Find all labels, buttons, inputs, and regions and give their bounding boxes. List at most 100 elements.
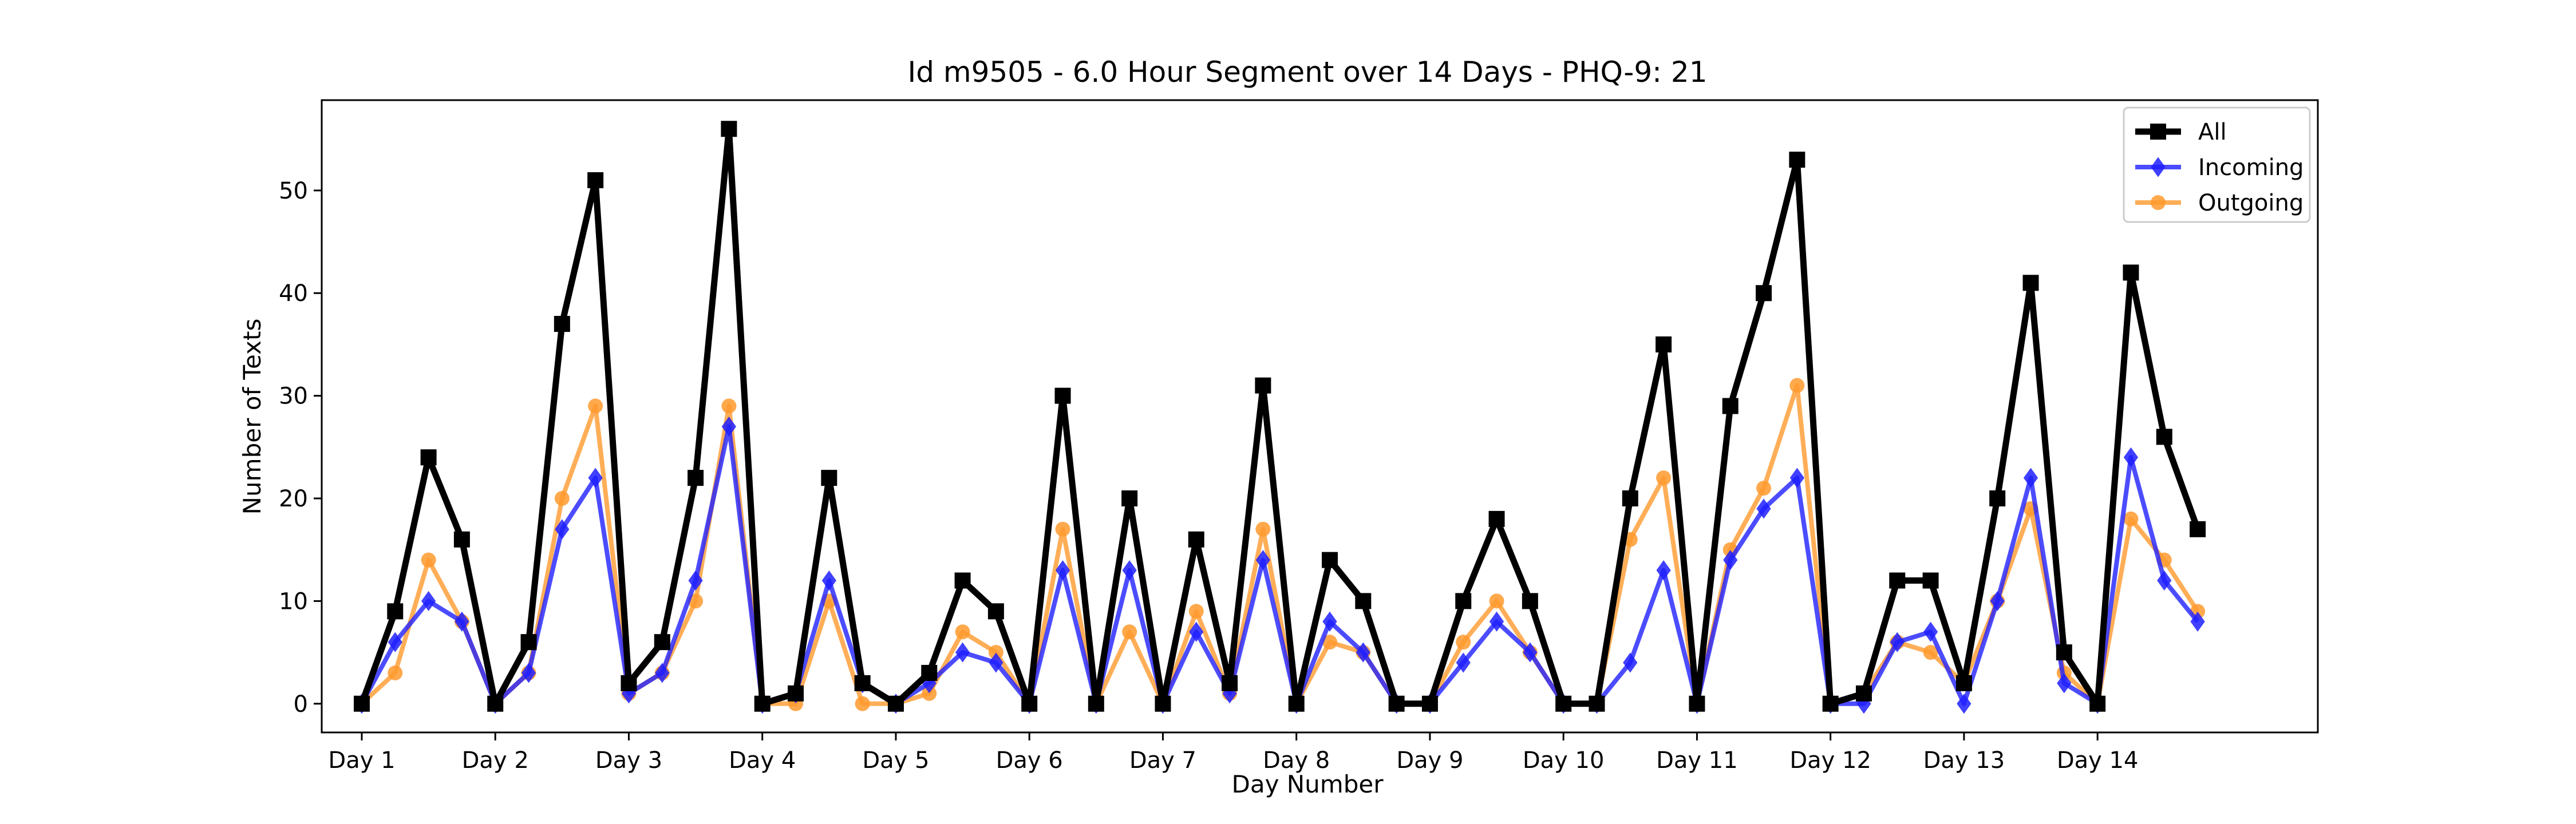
data-point-all xyxy=(2089,695,2106,712)
data-point-all xyxy=(788,685,804,702)
data-point-outgoing xyxy=(1322,635,1337,650)
data-point-incoming xyxy=(1122,560,1137,581)
data-point-incoming xyxy=(1623,652,1638,673)
data-point-all xyxy=(1355,593,1372,609)
x-axis-label: Day Number xyxy=(1231,770,1384,798)
data-point-all xyxy=(1288,695,1305,712)
data-point-outgoing xyxy=(1055,521,1070,537)
series-line-all xyxy=(358,125,2201,707)
data-point-incoming xyxy=(688,570,703,591)
legend-label: All xyxy=(2198,119,2227,145)
legend: All Incoming Outgoing xyxy=(2123,106,2311,223)
data-point-all xyxy=(2190,521,2206,537)
data-point-all xyxy=(1255,377,1271,394)
data-point-all xyxy=(921,664,938,681)
data-point-outgoing xyxy=(955,624,970,640)
data-point-incoming xyxy=(1523,642,1538,663)
data-point-incoming xyxy=(1957,694,1971,714)
data-point-outgoing xyxy=(1656,470,1672,486)
data-point-all xyxy=(1188,531,1204,548)
data-point-all xyxy=(1622,490,1638,507)
data-point-all xyxy=(688,470,704,486)
data-point-incoming xyxy=(1189,621,1204,642)
data-point-incoming xyxy=(388,632,402,652)
data-point-outgoing xyxy=(1122,624,1137,640)
data-point-outgoing xyxy=(1789,378,1805,393)
series-layer xyxy=(353,121,2206,714)
data-point-all xyxy=(1589,695,1605,712)
data-point-incoming xyxy=(2023,468,2038,488)
data-point-incoming xyxy=(721,416,737,437)
data-point-all xyxy=(2123,264,2139,281)
x-tick-label: Day 3 xyxy=(595,747,662,774)
data-point-outgoing xyxy=(588,398,603,414)
x-tick-label: Day 6 xyxy=(996,747,1063,774)
data-point-all xyxy=(1822,695,1839,712)
data-point-all xyxy=(1488,510,1505,527)
data-point-incoming xyxy=(588,468,603,488)
y-tick-label: 20 xyxy=(279,486,308,512)
data-point-all xyxy=(1455,593,1472,609)
data-point-all xyxy=(1121,490,1138,507)
data-point-incoming xyxy=(1356,642,1370,663)
legend-swatch-marker xyxy=(2151,195,2166,210)
data-point-outgoing xyxy=(1188,604,1204,619)
x-tick-label: Day 9 xyxy=(1396,747,1463,774)
data-point-all xyxy=(453,531,470,548)
data-point-outgoing xyxy=(388,665,403,680)
data-point-incoming xyxy=(1890,632,1905,652)
data-point-incoming xyxy=(1222,683,1237,704)
data-point-incoming xyxy=(1322,611,1337,632)
y-tick-label: 0 xyxy=(294,691,308,718)
x-tick-label: Day 4 xyxy=(729,747,796,774)
data-point-all xyxy=(621,675,637,691)
data-point-outgoing xyxy=(2123,511,2139,526)
x-tick-label: Day 8 xyxy=(1263,747,1330,774)
data-point-all xyxy=(554,316,570,332)
y-tick-label: 40 xyxy=(279,280,308,307)
data-point-all xyxy=(1021,695,1038,712)
data-point-all xyxy=(520,634,537,651)
data-point-incoming xyxy=(521,663,536,683)
data-point-incoming xyxy=(1756,498,1771,519)
data-point-all xyxy=(1321,552,1338,568)
data-point-outgoing xyxy=(855,696,870,711)
data-point-outgoing xyxy=(721,398,737,414)
x-tick-label: Day 7 xyxy=(1129,747,1196,774)
legend-swatch-marker xyxy=(2150,124,2166,140)
data-point-all xyxy=(420,449,437,466)
data-point-incoming xyxy=(2157,570,2172,591)
data-point-outgoing xyxy=(421,552,436,568)
data-point-all xyxy=(2156,429,2172,445)
data-point-incoming xyxy=(821,570,836,591)
data-point-all xyxy=(754,695,771,712)
data-point-outgoing xyxy=(1756,481,1772,496)
data-point-outgoing xyxy=(1489,593,1504,609)
data-point-all xyxy=(1689,695,1705,712)
data-point-all xyxy=(954,572,971,589)
x-tick-label: Day 12 xyxy=(1789,747,1871,774)
data-point-all xyxy=(1555,695,1572,712)
data-point-incoming xyxy=(1456,652,1471,673)
x-tick-label: Day 2 xyxy=(462,747,529,774)
x-tick-label: Day 13 xyxy=(1923,747,2005,774)
data-point-incoming xyxy=(2190,611,2205,632)
data-point-all xyxy=(1656,336,1672,352)
data-point-outgoing xyxy=(988,645,1003,660)
data-point-all xyxy=(1855,685,1872,702)
data-point-incoming xyxy=(1656,560,1671,581)
data-point-all xyxy=(1155,695,1171,712)
x-tick-label: Day 11 xyxy=(1656,747,1738,774)
data-point-incoming xyxy=(655,663,670,683)
plot-area-frame xyxy=(321,99,2319,734)
data-point-all xyxy=(821,470,837,486)
y-tick-label: 30 xyxy=(279,383,308,410)
series-line-incoming xyxy=(359,424,2200,706)
x-tick-label: Day 5 xyxy=(862,747,929,774)
data-point-incoming xyxy=(1489,611,1504,632)
legend-label: Incoming xyxy=(2198,154,2304,181)
data-point-all xyxy=(987,603,1004,620)
data-point-incoming xyxy=(455,611,469,632)
data-point-all xyxy=(1955,675,1972,691)
x-axis: Day 1 Day 2 Day 3 Day 4 Day 5 Day 6 Day 7 Day 8… xyxy=(328,732,2138,774)
